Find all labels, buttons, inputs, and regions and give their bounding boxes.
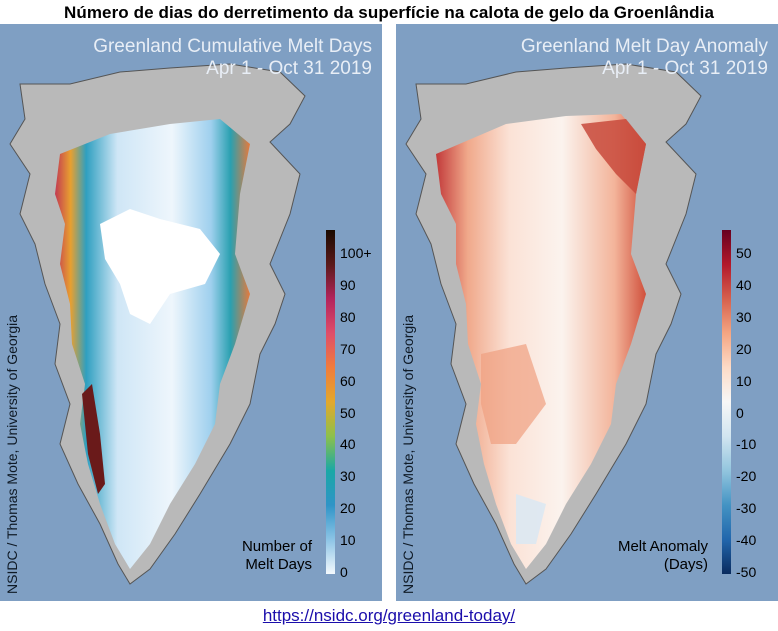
melt-anomaly-map: [405, 63, 731, 585]
cumulative-melt-map: [9, 63, 335, 585]
colorbar-tick-label: -10: [736, 436, 757, 453]
nsidc-greenland-today-link[interactable]: https://nsidc.org/greenland-today/: [262, 606, 516, 625]
colorbar-tick-label: 90: [340, 276, 356, 293]
cumulative-melt-title: Greenland Cumulative Melt Days Apr 1 - O…: [93, 36, 372, 80]
colorbar-tick-label: -30: [736, 500, 757, 517]
colorbar-tick-label: 0: [340, 564, 348, 580]
cumulative-melt-map-panel: Greenland Cumulative Melt Days Apr 1 - O…: [0, 24, 382, 601]
colorbar-tick-label: 60: [340, 372, 356, 389]
map-credit: NSIDC / Thomas Mote, University of Georg…: [400, 314, 416, 594]
colorbar-tick-label: 10: [340, 532, 356, 549]
melt-days-legend-title: Number of Melt Days: [241, 538, 312, 573]
southern-negative-anomaly: [516, 494, 546, 544]
colorbar-tick-label: 10: [736, 372, 752, 389]
colorbar-tick-label: -50: [736, 564, 757, 580]
colorbar-tick-label: 40: [340, 436, 356, 453]
melt-anomaly-title: Greenland Melt Day Anomaly Apr 1 - Oct 3…: [521, 36, 768, 80]
cumulative-melt-date-range: Apr 1 - Oct 31 2019: [206, 58, 372, 79]
colorbar-tick-label: 20: [736, 340, 752, 357]
no-melt-interior: [100, 209, 220, 324]
colorbar-tick-label: 70: [340, 340, 356, 357]
ice-sheet-melt-anomaly: [436, 114, 646, 569]
colorbar-tick-label: 30: [340, 468, 356, 485]
northeast-positive-anomaly: [581, 119, 646, 194]
high-melt-margin: [82, 384, 105, 494]
colorbar-tick-label: -20: [736, 468, 757, 485]
colorbar-tick-label: 50: [736, 245, 752, 261]
colorbar-tick-label: 50: [340, 404, 356, 421]
cumulative-melt-title-line1: Greenland Cumulative Melt Days: [93, 36, 372, 57]
colorbar-tick-label: 20: [340, 500, 356, 517]
melt-anomaly-title-line1: Greenland Melt Day Anomaly: [520, 36, 768, 57]
colorbar-tick-label: 100+: [340, 245, 372, 261]
southwest-positive-anomaly: [481, 344, 546, 444]
ice-sheet-melt-days: [55, 119, 250, 569]
colorbar-tick-label: 80: [340, 308, 356, 325]
colorbar-tick-label: 0: [736, 404, 744, 421]
melt-anomaly-legend-title: Melt Anomaly (Days): [617, 538, 708, 573]
map-credit: NSIDC / Thomas Mote, University of Georg…: [4, 314, 20, 594]
melt-anomaly-date-range: Apr 1 - Oct 31 2019: [602, 58, 768, 79]
colorbar-tick-label: -40: [736, 532, 757, 549]
colorbar-tick-label: 30: [736, 308, 752, 325]
melt-days-colorbar: [326, 230, 335, 574]
page-title: Número de dias do derretimento da superf…: [63, 3, 715, 22]
melt-anomaly-map-panel: Greenland Melt Day Anomaly Apr 1 - Oct 3…: [396, 24, 778, 601]
colorbar-tick-label: 40: [736, 276, 752, 293]
melt-anomaly-colorbar: [722, 230, 731, 574]
